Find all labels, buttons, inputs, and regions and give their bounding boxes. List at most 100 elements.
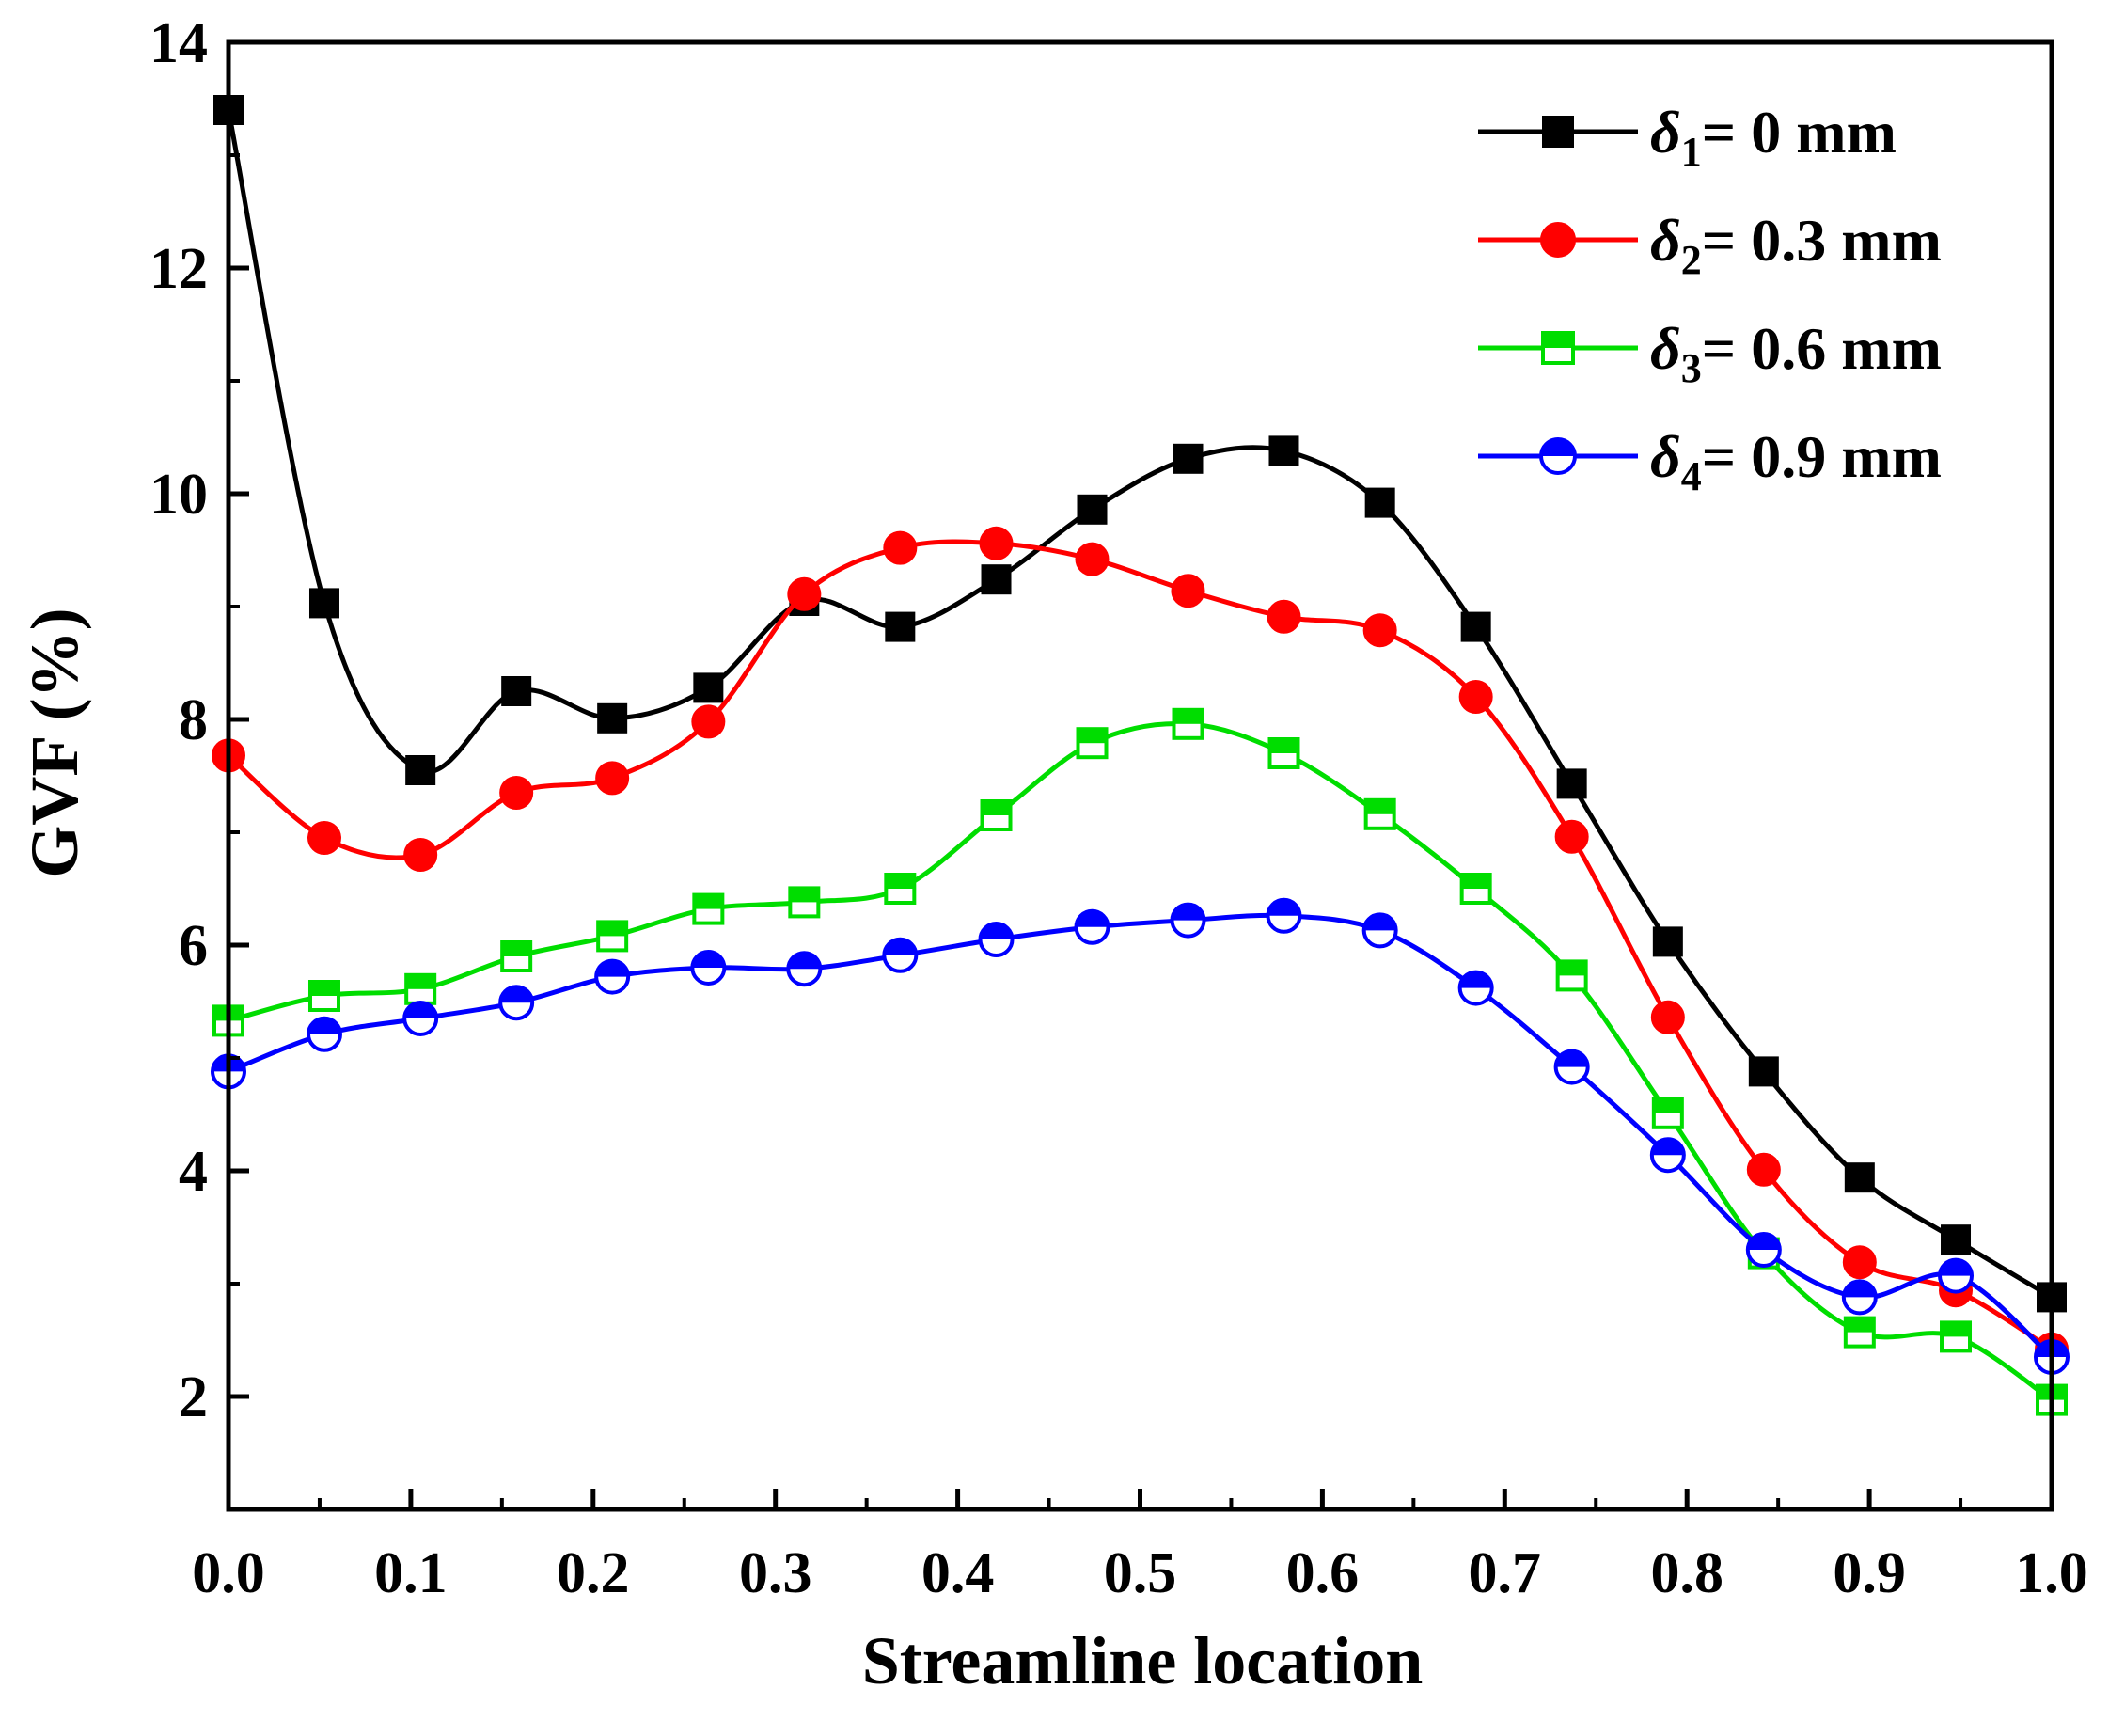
series-1-point [693,672,724,703]
legend-subscript: 1 [1681,129,1702,175]
series-4-point [1553,1049,1590,1085]
legend-label: δ2= 0.3 mm [1650,207,1942,283]
legend-text: = 0.6 mm [1702,315,1942,382]
series-1-point [1652,926,1683,957]
series-2-point [1458,680,1493,714]
series-2-point [1746,1152,1781,1187]
series-1-point [1941,1224,1972,1255]
series-1-point [405,755,436,785]
series-4-point [1841,1279,1878,1316]
series-1-point [308,588,339,619]
series-2-point [691,704,726,739]
x-tick-label: 0.0 [192,1541,265,1605]
y-tick-label: 10 [150,463,208,527]
series-3-point [1651,1097,1684,1129]
series-layer [211,95,2070,1416]
series-3-point [500,940,533,972]
legend-subscript: 4 [1681,453,1702,499]
legend-item-4: δ4= 0.9 mm [1478,423,1942,499]
legend-item-3: δ3= 0.6 mm [1478,315,1942,391]
series-2-point [1171,574,1205,608]
y-tick-label: 6 [179,914,208,978]
series-3-point [788,886,821,919]
x-tick-label: 0.9 [1833,1541,1906,1605]
x-tick-label: 0.7 [1469,1541,1542,1605]
series-1-point [1556,768,1587,799]
legend-marker [1542,116,1574,148]
series-1-point [981,564,1012,595]
series-2-point [1650,1000,1685,1034]
legend-subscript: 3 [1681,345,1702,391]
legend-symbol: δ [1650,207,1681,274]
series-4-point [690,950,727,986]
series-1-point [1844,1162,1875,1193]
series-1-point [501,676,532,706]
series-3-point [596,920,629,953]
x-tick-label: 0.2 [557,1541,630,1605]
legend-marker [1540,222,1576,258]
series-1-point [1364,487,1395,518]
legend-text: = 0.9 mm [1702,423,1942,490]
series-line-2 [227,539,2054,1351]
series-1-point [1460,611,1491,642]
legend-subscript: 2 [1681,237,1702,283]
y-tick-label: 14 [150,11,208,75]
series-4-point [1457,970,1494,1006]
y-tick-label: 2 [179,1365,208,1429]
series-4-point [402,1001,439,1036]
series-4-point [1649,1137,1686,1174]
series-2-point [595,761,630,796]
series-3-point [1940,1320,1973,1353]
series-3-point [1459,873,1492,905]
series-4-point [1074,908,1110,945]
series-1-point [1268,435,1299,466]
series-3-point [1555,959,1588,992]
series-4-point [1938,1257,1975,1294]
series-1-point [885,611,916,642]
series-4-point [786,951,823,987]
x-tick-label: 0.4 [921,1541,995,1605]
series-4-point [1266,897,1302,934]
series-1-point [1173,443,1204,474]
x-tick-label: 0.8 [1650,1541,1723,1605]
series-4-point [306,1016,342,1052]
series-4-point [882,937,919,973]
series-4-point [1745,1232,1782,1268]
legend-text: = 0.3 mm [1702,207,1942,274]
series-2-point [883,530,918,565]
series-2-point [1842,1245,1877,1280]
series-3-point [404,972,437,1005]
y-tick-label: 4 [179,1140,208,1204]
legend-label: δ1= 0 mm [1650,99,1897,175]
series-3-point [1843,1316,1876,1349]
y-axis-title: GVF (%) [17,608,92,877]
axes-layer: 0.0 0.1 0.2 0.3 0.4 0.5 0.6 0.7 0.8 0.9 1.0 2 4 6 8 10 1… [150,11,2088,1605]
series-2-point [307,821,341,855]
legend-label: δ4= 0.9 mm [1650,423,1942,499]
legend-item-1: δ1= 0 mm [1478,99,1897,175]
series-3-point [1267,737,1300,769]
series-4-point [498,985,535,1021]
series-4-point [1170,902,1206,939]
legend-label: δ3= 0.6 mm [1650,315,1942,391]
series-4-point [978,922,1015,957]
series-3-point [1076,727,1109,760]
series-2-point [499,776,534,810]
x-tick-label: 0.6 [1286,1541,1360,1605]
x-axis-title: Streamline location [862,1623,1424,1698]
series-3-point [884,873,917,905]
y-tick-label: 8 [179,688,208,752]
series-3-point [1363,797,1396,830]
series-2-point [1554,819,1589,854]
series-2-point [1075,542,1110,576]
series-2-point [403,838,438,872]
series-4-point [1361,912,1398,949]
legend-symbol: δ [1650,99,1681,166]
series-2-point [979,526,1014,560]
legend-marker [1539,437,1577,475]
x-tick-label: 0.1 [374,1541,448,1605]
y-tick-label: 12 [150,237,208,301]
series-2-point [1362,613,1397,648]
